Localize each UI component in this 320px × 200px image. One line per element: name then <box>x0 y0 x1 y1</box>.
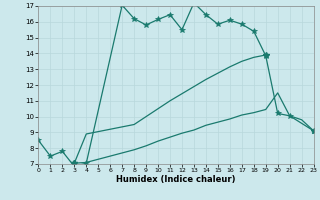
X-axis label: Humidex (Indice chaleur): Humidex (Indice chaleur) <box>116 175 236 184</box>
